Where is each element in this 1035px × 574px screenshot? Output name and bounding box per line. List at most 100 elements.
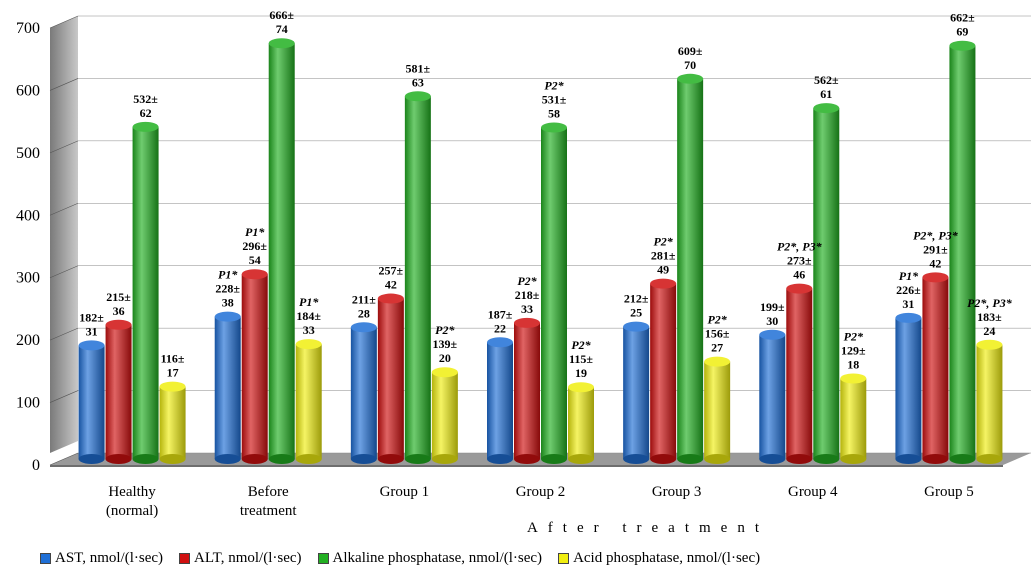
bar bbox=[813, 108, 840, 459]
bar bbox=[949, 45, 976, 459]
bar-base bbox=[514, 454, 540, 464]
bar-top bbox=[568, 382, 594, 393]
data-label: 199± bbox=[760, 300, 785, 314]
bar-top bbox=[677, 73, 704, 84]
bar-base bbox=[241, 454, 268, 464]
y-axis: 0 100 200 300 400 500 600 700 bbox=[16, 20, 40, 474]
legend-swatch-alt bbox=[179, 553, 191, 564]
data-label: 257± bbox=[379, 264, 404, 278]
data-label: P2*, P3* bbox=[913, 228, 959, 242]
data-label: 662± bbox=[950, 11, 975, 25]
gridline-side-4 bbox=[49, 203, 79, 216]
data-label: P2* bbox=[707, 313, 727, 327]
data-label: P1* bbox=[899, 269, 919, 283]
data-label: 581± bbox=[406, 61, 431, 75]
data-label: 281± bbox=[651, 249, 676, 263]
data-label: P2* bbox=[544, 79, 564, 93]
bar bbox=[295, 344, 322, 459]
data-label: 228± bbox=[215, 282, 240, 296]
gridline-side-5 bbox=[49, 140, 79, 154]
data-label: 183± bbox=[977, 310, 1002, 324]
gridline-side-6 bbox=[49, 78, 79, 91]
data-label: 215± bbox=[106, 290, 131, 304]
data-label: 273± bbox=[787, 254, 812, 268]
bar bbox=[350, 327, 377, 459]
bar-top bbox=[377, 293, 404, 304]
data-label: 22 bbox=[494, 321, 506, 335]
bar-base bbox=[377, 454, 404, 464]
bar-base bbox=[704, 454, 731, 464]
bar-top bbox=[214, 311, 241, 322]
x-tick-label: Group 3 bbox=[652, 484, 702, 500]
legend-swatch-acid bbox=[558, 553, 570, 564]
bar bbox=[404, 96, 431, 459]
bar-top bbox=[895, 312, 922, 323]
data-label: P2* bbox=[844, 329, 864, 343]
side-wall bbox=[50, 16, 78, 453]
bar bbox=[677, 78, 704, 459]
gridline-side-3 bbox=[49, 265, 79, 278]
data-label: 211± bbox=[352, 292, 376, 306]
legend-item-alkaline: Alkaline phosphatase, nmol/(l·sec) bbox=[317, 550, 542, 567]
data-label: 218± bbox=[515, 288, 540, 302]
x-tick-label: Group 4 bbox=[788, 484, 838, 500]
data-label: P2* bbox=[653, 235, 673, 249]
bar-base bbox=[404, 454, 431, 464]
bar-top bbox=[786, 283, 813, 294]
bar-base bbox=[268, 454, 295, 464]
bar bbox=[786, 288, 813, 459]
bar-top bbox=[514, 317, 540, 328]
y-tick-label: 400 bbox=[16, 207, 40, 224]
bar-top bbox=[78, 340, 105, 351]
data-label: 27 bbox=[711, 341, 723, 355]
bar-top bbox=[813, 103, 840, 114]
data-label: 531± bbox=[542, 93, 567, 107]
y-tick-label: 300 bbox=[16, 270, 40, 287]
bar-top bbox=[404, 91, 431, 102]
data-label: P1* bbox=[299, 295, 319, 309]
bar-base bbox=[350, 454, 377, 464]
x-axis: Healthy (normal) Before treatment Group 1 Gro… bbox=[106, 484, 974, 519]
y-tick-label: 500 bbox=[16, 145, 40, 162]
data-label: 187± bbox=[488, 307, 513, 321]
bar-top bbox=[268, 38, 295, 49]
bar-base bbox=[132, 454, 159, 464]
bar-top bbox=[976, 339, 1003, 350]
y-tick-label: 700 bbox=[16, 20, 40, 37]
bar bbox=[159, 386, 186, 459]
bar-base bbox=[541, 454, 567, 464]
x-tick-label: Before bbox=[248, 484, 289, 500]
data-label: P1* bbox=[245, 225, 265, 239]
bar-base bbox=[431, 454, 458, 464]
x-tick-label: Group 2 bbox=[516, 484, 566, 500]
bar bbox=[241, 274, 268, 459]
data-label: 36 bbox=[113, 304, 125, 318]
bar-top bbox=[704, 356, 731, 367]
bar-base bbox=[949, 454, 976, 464]
bar bbox=[268, 43, 295, 460]
bar bbox=[895, 317, 922, 459]
bar-base bbox=[487, 454, 513, 464]
data-label: 63 bbox=[412, 75, 424, 89]
gridline-side-2 bbox=[49, 327, 79, 341]
bar-base bbox=[677, 454, 704, 464]
bar-top bbox=[241, 269, 268, 280]
x-tick-label: Group 1 bbox=[380, 484, 430, 500]
gridlines bbox=[49, 15, 1031, 466]
data-label: 46 bbox=[793, 268, 805, 282]
floor-edge bbox=[50, 465, 1003, 467]
data-label: 666± bbox=[269, 8, 294, 22]
x-tick-label: (normal) bbox=[106, 503, 158, 519]
legend-item-ast: AST, nmol/(l·sec) bbox=[40, 550, 163, 567]
data-label: 156± bbox=[705, 327, 730, 341]
bar-top bbox=[431, 367, 458, 378]
legend-label-ast: AST, nmol/(l·sec) bbox=[55, 550, 164, 566]
bar-base bbox=[214, 454, 241, 464]
bar bbox=[431, 372, 458, 459]
bar bbox=[214, 316, 241, 459]
data-label: 116± bbox=[161, 352, 185, 366]
bar bbox=[78, 345, 105, 459]
x-tick-label: treatment bbox=[240, 503, 297, 519]
data-label: 19 bbox=[575, 366, 587, 380]
bar-base bbox=[650, 454, 677, 464]
